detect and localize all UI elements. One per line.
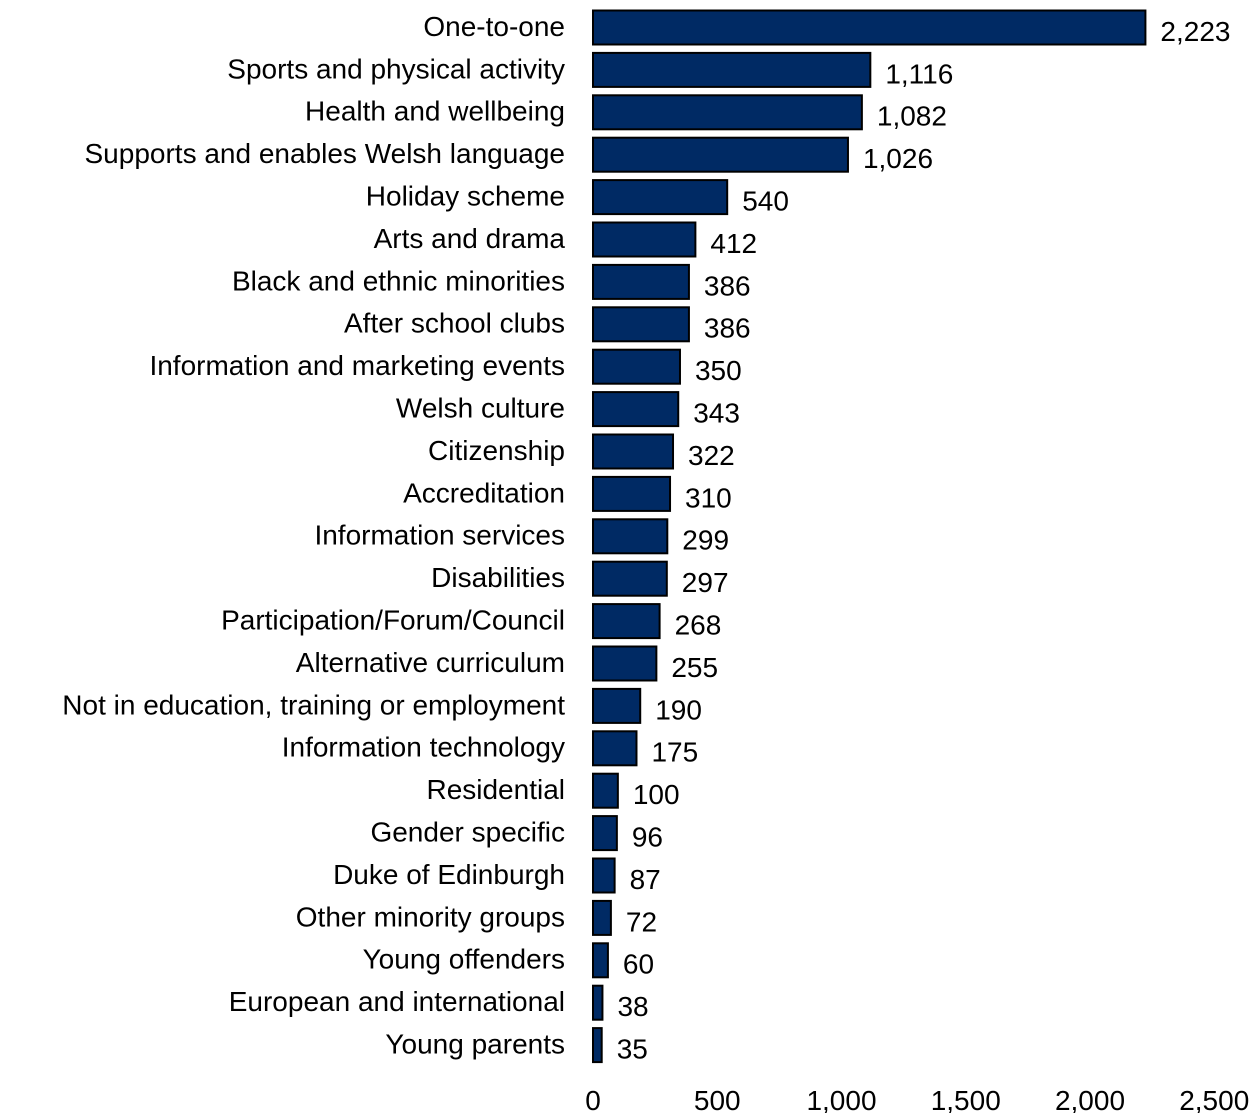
bar [592, 136, 849, 173]
bar [592, 475, 672, 512]
bar [592, 433, 675, 470]
category-label: Accreditation [403, 477, 565, 508]
category-label: Not in education, training or employment [62, 689, 565, 720]
bar [592, 730, 638, 767]
category-label: Young parents [385, 1028, 565, 1059]
bar [592, 815, 618, 852]
bar [592, 857, 616, 894]
value-label: 322 [688, 440, 735, 471]
bar [592, 984, 604, 1021]
value-label: 175 [651, 737, 698, 768]
category-label: Gender specific [370, 816, 565, 847]
bar [592, 1027, 603, 1064]
category-label: Sports and physical activity [227, 53, 565, 84]
category-label: European and international [229, 986, 565, 1017]
category-label: Young offenders [363, 944, 565, 975]
value-label: 540 [742, 185, 789, 216]
bar [592, 391, 680, 428]
category-label: Citizenship [428, 435, 565, 466]
value-label: 268 [675, 609, 722, 640]
value-label: 2,223 [1160, 16, 1230, 47]
value-label: 35 [617, 1033, 648, 1064]
bar [592, 645, 658, 682]
category-label: Disabilities [431, 562, 565, 593]
bar [592, 348, 681, 385]
x-tick-label: 1,500 [931, 1085, 1001, 1113]
value-label: 310 [685, 482, 732, 513]
category-labels: One-to-one Sports and physical activity He… [62, 11, 565, 1060]
category-label: Participation/Forum/Council [221, 604, 565, 635]
category-label: Welsh culture [396, 392, 565, 423]
category-label: Health and wellbeing [305, 96, 565, 127]
value-label: 299 [682, 525, 729, 556]
category-label: Information services [314, 520, 565, 551]
value-label: 38 [617, 991, 648, 1022]
category-label: Arts and drama [374, 223, 566, 254]
bar [592, 603, 661, 640]
value-label: 255 [671, 652, 718, 683]
category-label: After school clubs [344, 308, 565, 339]
bar [592, 560, 668, 597]
value-label: 386 [704, 313, 751, 344]
bars [592, 9, 1147, 1064]
category-label: Holiday scheme [366, 180, 565, 211]
value-label: 1,026 [863, 143, 933, 174]
bar [592, 9, 1147, 46]
bar [592, 221, 697, 258]
x-axis: 0 500 1,000 1,500 2,000 2,500 [585, 1085, 1249, 1116]
category-label: Supports and enables Welsh language [85, 138, 566, 169]
bar [592, 306, 690, 343]
value-label: 412 [710, 228, 757, 259]
bar [592, 942, 609, 979]
value-label: 87 [630, 864, 661, 895]
value-label: 1,082 [877, 101, 947, 132]
value-label: 297 [682, 567, 729, 598]
category-label: Residential [426, 774, 565, 805]
category-label: One-to-one [423, 11, 565, 42]
category-label: Black and ethnic minorities [232, 265, 565, 296]
x-tick-label: 2,000 [1055, 1085, 1125, 1113]
x-tick-label: 0 [585, 1085, 601, 1113]
value-label: 343 [693, 397, 740, 428]
value-label: 96 [632, 821, 663, 852]
category-label: Alternative curriculum [296, 647, 565, 678]
category-label: Duke of Edinburgh [333, 859, 565, 890]
bar [592, 772, 619, 809]
x-tick-label: 1,000 [806, 1085, 876, 1113]
x-tick-label: 2,500 [1179, 1085, 1249, 1113]
category-label: Information and marketing events [149, 350, 565, 381]
bar [592, 518, 669, 555]
category-label: Other minority groups [296, 901, 565, 932]
value-label: 1,116 [885, 58, 953, 89]
bar [592, 94, 863, 131]
x-tick-label: 500 [694, 1085, 741, 1113]
value-label: 190 [655, 694, 702, 725]
value-label: 350 [695, 355, 742, 386]
value-label: 386 [704, 270, 751, 301]
bar [592, 51, 872, 88]
bar [592, 899, 612, 936]
value-label: 100 [633, 779, 680, 810]
bar [592, 263, 690, 300]
bar [592, 179, 729, 216]
category-label: Information technology [282, 732, 565, 763]
value-labels: 2,223 1,116 1,082 1,026 540 412 386 386 350 343 32… [617, 16, 1231, 1065]
value-label: 60 [623, 949, 654, 980]
value-label: 72 [626, 906, 657, 937]
bar [592, 687, 642, 724]
